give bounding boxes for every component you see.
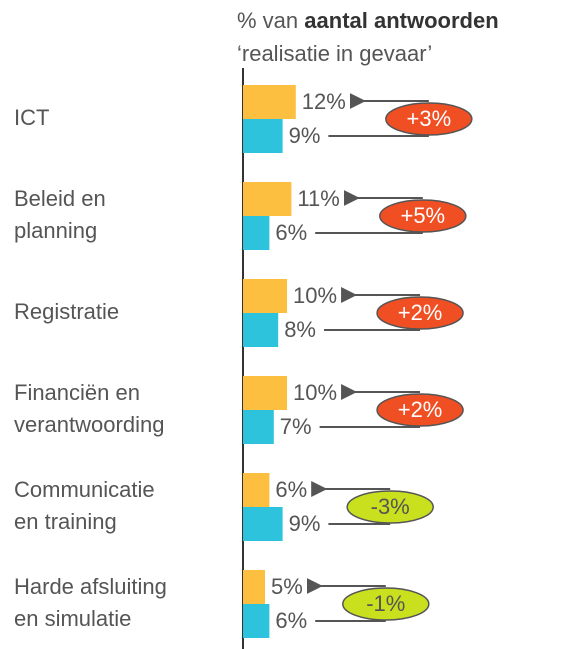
category-line: en simulatie [14, 606, 131, 631]
bar [243, 85, 296, 119]
category-line: ICT [14, 105, 49, 130]
value-label: 8% [284, 317, 316, 342]
category-line: verantwoording [14, 412, 164, 437]
bar [243, 507, 283, 541]
bar [243, 182, 292, 216]
change-label: +5% [400, 203, 445, 228]
category-label: Communicatie en training [14, 477, 155, 534]
value-label: 6% [275, 477, 307, 502]
value-label: 11% [297, 186, 339, 211]
category-line: Harde afsluiting [14, 574, 167, 599]
change-label: +3% [407, 106, 452, 131]
value-label: 12% [302, 89, 346, 114]
category-line: Beleid en [14, 186, 106, 211]
change-badge [342, 587, 430, 621]
change-badge [346, 490, 434, 524]
value-label: 6% [275, 220, 307, 245]
connectors [306, 93, 429, 622]
change-badge [385, 102, 473, 136]
value-label: 5% [271, 574, 303, 599]
value-label: 9% [289, 123, 321, 148]
category-line: en training [14, 509, 117, 534]
value-label: 9% [289, 511, 321, 536]
category-label: Registratie [14, 299, 119, 324]
change-label: +2% [398, 300, 443, 325]
bar [243, 410, 274, 444]
bar [243, 216, 270, 250]
value-label: 10% [293, 283, 337, 308]
category-line: Financiën en [14, 380, 140, 405]
change-badge [376, 296, 464, 330]
change-label: -1% [366, 591, 405, 616]
change-label: -3% [371, 494, 410, 519]
chart-subtitle: ‘realisatie in gevaar’ [237, 41, 432, 66]
chart-title: % van aantal antwoorden [237, 8, 499, 33]
bar [243, 376, 287, 410]
title-bold: aantal antwoorden [304, 8, 498, 33]
title-prefix: % van [237, 8, 298, 33]
bar [243, 119, 283, 153]
value-label: 10% [293, 380, 337, 405]
bar [243, 473, 270, 507]
category-line: Communicatie [14, 477, 155, 502]
category-label: Financiën en verantwoording [14, 380, 164, 437]
change-badge [379, 199, 467, 233]
category-label: Harde afsluiting en simulatie [14, 574, 167, 631]
category-line: Registratie [14, 299, 119, 324]
change-badge [376, 393, 464, 427]
value-label: 7% [280, 414, 312, 439]
category-label: ICT [14, 105, 49, 130]
change-label: +2% [398, 397, 443, 422]
category-label: Beleid en planning [14, 186, 106, 243]
value-label: 6% [275, 608, 307, 633]
bar [243, 279, 287, 313]
bar [243, 313, 279, 347]
bar [243, 604, 270, 638]
category-line: planning [14, 218, 97, 243]
bar [243, 570, 265, 604]
